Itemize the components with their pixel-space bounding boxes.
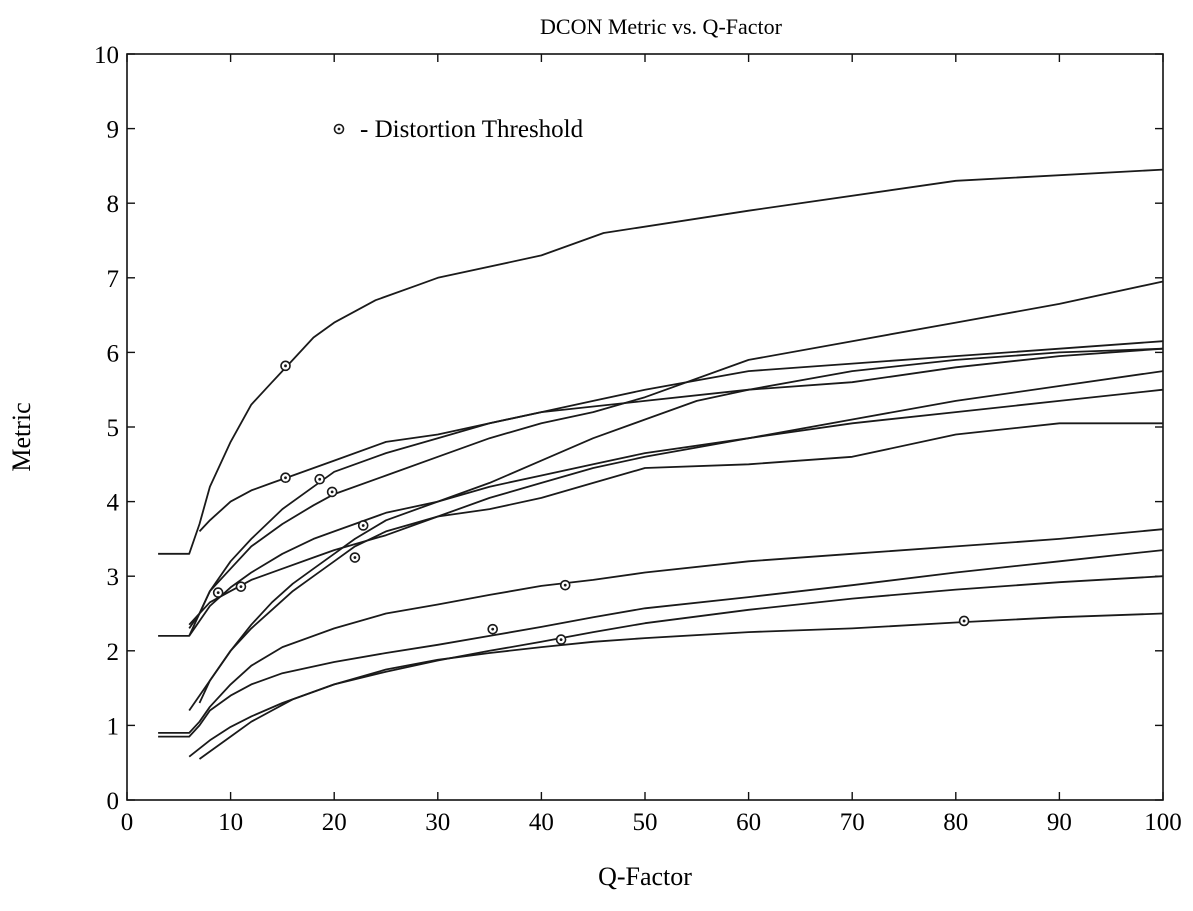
series-line-2 <box>198 347 1164 533</box>
x-tick-label: 70 <box>840 809 865 836</box>
y-tick-label: 8 <box>107 191 120 218</box>
series-line-7 <box>188 422 1163 712</box>
y-tick-label: 10 <box>94 42 119 69</box>
y-tick-label: 4 <box>107 490 120 517</box>
y-tick-label: 7 <box>107 266 120 293</box>
x-tick-label: 30 <box>425 809 450 836</box>
threshold-marker-core-8 <box>239 585 243 589</box>
threshold-marker-core-3 <box>318 477 322 481</box>
series-line-10 <box>158 549 1164 738</box>
y-tick-label: 0 <box>107 788 120 815</box>
threshold-marker-core-5 <box>361 524 365 527</box>
plot-frame <box>126 53 1164 801</box>
y-tick-label: 1 <box>107 713 120 740</box>
series-line-8 <box>198 347 1164 704</box>
x-tick-label: 10 <box>218 809 243 836</box>
x-axis-label: Q-Factor <box>598 862 692 891</box>
x-tick-label: 80 <box>943 809 968 836</box>
threshold-marker-core-12 <box>962 619 966 623</box>
threshold-marker-core-9 <box>563 583 567 587</box>
y-axis-label: Metric <box>7 402 36 471</box>
threshold-marker-core-6 <box>353 556 357 559</box>
threshold-marker-core-1 <box>284 364 287 368</box>
series-line-11 <box>188 575 1164 758</box>
legend-marker-core <box>337 127 341 131</box>
threshold-markers <box>212 360 970 645</box>
y-tick-label: 5 <box>107 415 120 442</box>
chart-title: DCON Metric vs. Q-Factor <box>540 14 783 39</box>
y-tick-label: 9 <box>107 117 120 144</box>
series-line-9 <box>158 528 1164 734</box>
legend-label: - Distortion Threshold <box>360 116 584 143</box>
x-tick-label: 90 <box>1047 809 1072 836</box>
series-line-5 <box>188 388 1164 637</box>
x-tick-label: 100 <box>1144 809 1182 836</box>
threshold-marker-core-4 <box>330 490 334 494</box>
threshold-marker-core-11 <box>559 638 563 642</box>
x-tick-label: 50 <box>633 809 658 836</box>
axis-ticks: 0 10 20 30 40 50 60 70 80 90 100 0 1 2 3 4 5 6 7 8 9 10 <box>94 42 1182 836</box>
series-lines <box>158 168 1164 760</box>
x-tick-label: 60 <box>736 809 761 836</box>
y-tick-label: 6 <box>107 340 120 367</box>
y-tick-label: 2 <box>107 639 120 666</box>
series-line-12 <box>198 612 1164 760</box>
x-tick-label: 0 <box>121 809 134 836</box>
x-tick-label: 20 <box>322 809 347 836</box>
threshold-marker-core-2 <box>284 476 287 480</box>
y-tick-label: 3 <box>107 564 120 591</box>
threshold-marker-core-10 <box>491 627 495 631</box>
legend: - Distortion Threshold <box>333 116 584 143</box>
threshold-marker-core-7 <box>216 591 220 595</box>
series-line-4 <box>188 280 1164 629</box>
x-tick-label: 40 <box>529 809 554 836</box>
series-line-3 <box>158 340 1164 637</box>
series-line-1 <box>158 168 1164 555</box>
